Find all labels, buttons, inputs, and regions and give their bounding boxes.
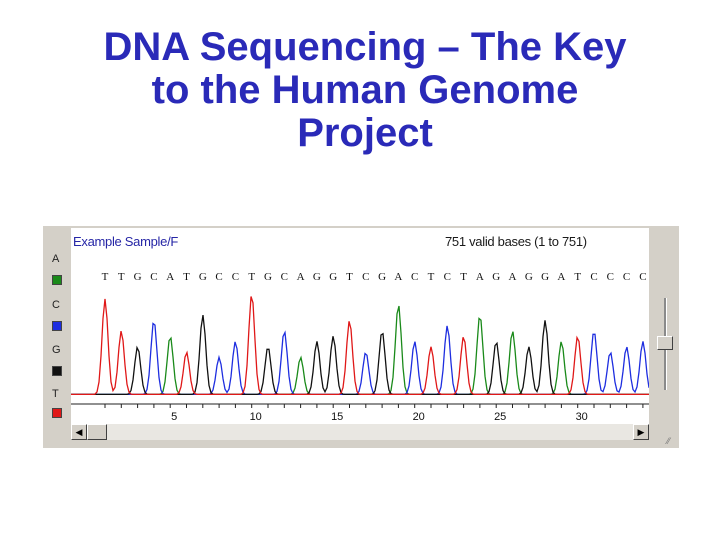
base-call: T bbox=[102, 271, 109, 283]
base-call: T bbox=[346, 271, 353, 283]
base-call: C bbox=[411, 271, 418, 283]
base-call: A bbox=[297, 271, 305, 283]
base-call: G bbox=[492, 271, 500, 283]
base-call: G bbox=[329, 271, 337, 283]
base-call: C bbox=[607, 271, 614, 283]
title-line: Project bbox=[297, 111, 433, 155]
legend-checkbox-a[interactable] bbox=[52, 275, 62, 285]
base-call: A bbox=[509, 271, 517, 283]
position-tick-label: 5 bbox=[171, 411, 177, 423]
horizontal-scrollbar[interactable]: ◀ ▶ bbox=[71, 424, 649, 440]
base-call: T bbox=[118, 271, 125, 283]
base-call: A bbox=[557, 271, 565, 283]
bases-info: 751 valid bases (1 to 751) bbox=[445, 234, 587, 249]
trace-pane: TTGCATGCCTGCAGGTCGACTCTAGAGGATCCCCC51015… bbox=[71, 228, 649, 424]
base-call: G bbox=[541, 271, 549, 283]
base-call: T bbox=[574, 271, 581, 283]
base-call: G bbox=[525, 271, 533, 283]
scroll-left-button[interactable]: ◀ bbox=[71, 424, 87, 440]
position-tick-label: 15 bbox=[331, 411, 343, 423]
base-call: A bbox=[166, 271, 174, 283]
trace-t bbox=[71, 296, 649, 396]
base-call: C bbox=[444, 271, 451, 283]
slide-title: DNA Sequencing – The Key to the Human Ge… bbox=[60, 26, 670, 155]
legend-checkbox-g[interactable] bbox=[52, 366, 62, 376]
base-call: G bbox=[134, 271, 142, 283]
position-tick-label: 20 bbox=[413, 411, 425, 423]
base-call: T bbox=[460, 271, 467, 283]
base-call: C bbox=[623, 271, 630, 283]
legend-label-c: C bbox=[52, 299, 60, 311]
base-call: G bbox=[199, 271, 207, 283]
base-call: C bbox=[150, 271, 157, 283]
legend-label-g: G bbox=[52, 344, 61, 356]
title-line: to the Human Genome bbox=[151, 68, 579, 112]
position-tick-label: 30 bbox=[576, 411, 588, 423]
base-call: A bbox=[394, 271, 402, 283]
legend-checkbox-c[interactable] bbox=[52, 321, 62, 331]
legend-checkbox-t[interactable] bbox=[52, 408, 62, 418]
position-tick-label: 10 bbox=[250, 411, 262, 423]
base-call: A bbox=[476, 271, 484, 283]
scroll-thumb[interactable] bbox=[87, 424, 107, 440]
sample-name: Example Sample/F bbox=[73, 234, 179, 249]
base-call: T bbox=[428, 271, 435, 283]
base-call: C bbox=[639, 271, 646, 283]
base-call: T bbox=[183, 271, 190, 283]
scroll-right-button[interactable]: ▶ bbox=[633, 424, 649, 440]
trace-c bbox=[71, 322, 649, 396]
position-tick-label: 25 bbox=[494, 411, 506, 423]
base-call: C bbox=[215, 271, 222, 283]
base-call: C bbox=[281, 271, 288, 283]
title-line: DNA Sequencing – The Key bbox=[103, 25, 627, 69]
base-call: G bbox=[378, 271, 386, 283]
base-call: G bbox=[264, 271, 272, 283]
base-call: C bbox=[590, 271, 597, 283]
base-call: T bbox=[248, 271, 255, 283]
resize-grip-icon[interactable]: ⁄⁄ bbox=[667, 436, 671, 446]
zoom-slider-thumb[interactable] bbox=[657, 336, 673, 350]
base-call: C bbox=[232, 271, 239, 283]
legend-label-a: A bbox=[52, 253, 60, 265]
chromatogram-trace: TTGCATGCCTGCAGGTCGACTCTAGAGGATCCCCC51015… bbox=[71, 271, 649, 423]
trace-a bbox=[71, 305, 649, 396]
base-call: G bbox=[313, 271, 321, 283]
legend-label-t: T bbox=[52, 388, 59, 400]
base-call: C bbox=[362, 271, 369, 283]
